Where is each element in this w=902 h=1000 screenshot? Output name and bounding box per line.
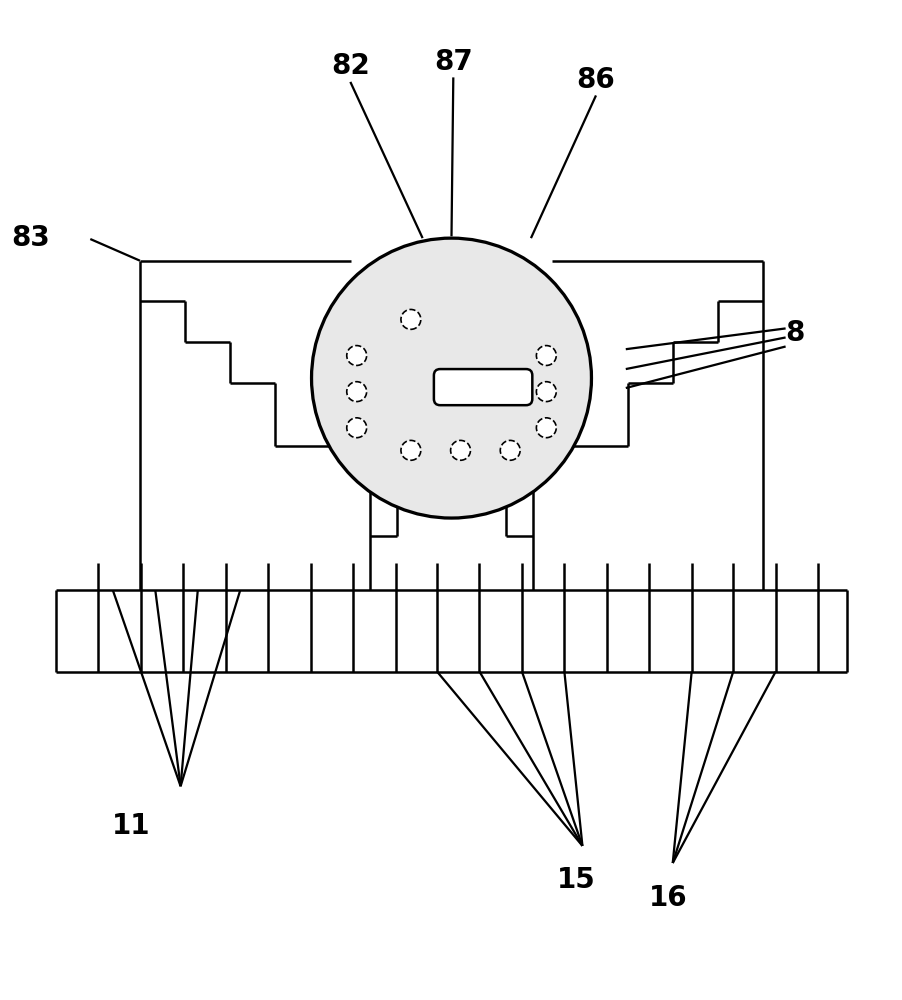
Text: 11: 11 (112, 812, 150, 840)
Text: 87: 87 (434, 48, 472, 76)
Circle shape (536, 382, 556, 402)
Circle shape (450, 440, 470, 460)
Text: 15: 15 (557, 866, 594, 894)
Circle shape (346, 382, 366, 402)
FancyBboxPatch shape (434, 369, 532, 405)
Text: 82: 82 (331, 52, 369, 80)
Text: 16: 16 (649, 884, 686, 912)
Text: 8: 8 (785, 319, 804, 347)
Circle shape (346, 346, 366, 365)
Circle shape (400, 440, 420, 460)
Circle shape (311, 238, 591, 518)
Circle shape (536, 418, 556, 438)
Circle shape (346, 418, 366, 438)
Circle shape (536, 346, 556, 365)
Text: 86: 86 (576, 66, 614, 94)
Circle shape (400, 309, 420, 329)
Text: 83: 83 (11, 224, 50, 252)
Circle shape (500, 440, 520, 460)
